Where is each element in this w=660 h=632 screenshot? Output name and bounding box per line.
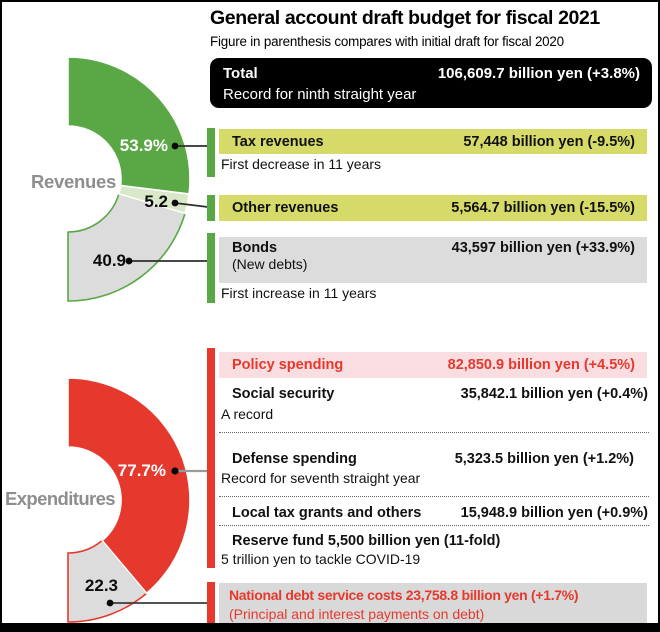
other-leader-line: [174, 202, 209, 208]
reserve-fund-note: 5 trillion yen to tackle COVID-19: [221, 551, 421, 567]
debt-row-note: (Principal and interest payments on debt…: [229, 606, 485, 622]
other-revenues-row: Other revenues 5,564.7 billion yen (-15.…: [219, 195, 647, 221]
local-tax-value: 15,948.9 billion yen (+0.9%): [460, 505, 648, 521]
divider-1: [219, 432, 649, 433]
bonds-pct-label: 40.9: [92, 251, 126, 270]
bottom-rule: [0, 623, 660, 632]
slice-tax-revenues: [67, 56, 191, 195]
slice-policy-spending: [67, 377, 191, 595]
tax-revenues-row: Tax revenues 57,448 billion yen (-9.5%): [219, 129, 647, 154]
tax-row-note: First decrease in 11 years: [221, 156, 382, 172]
other-row-bar: [207, 195, 215, 221]
other-leader-dot: [171, 199, 179, 207]
other-pct-label: 5.2: [144, 192, 168, 211]
social-security-row: Social security 35,842.1 billion yen (+0…: [219, 384, 648, 404]
reserve-fund-row: Reserve fund 5,500 billion yen (11-fold): [219, 531, 648, 551]
bonds-leader-dot: [125, 257, 133, 265]
defense-row-note: Record for seventh straight year: [221, 470, 421, 486]
divider-2: [219, 496, 649, 497]
debt-leader-dot: [106, 599, 114, 607]
divider-3: [219, 525, 649, 526]
expenditures-label: Expenditures: [5, 488, 116, 509]
social-row-note: A record: [221, 406, 274, 422]
tax-leader-dot: [171, 142, 179, 150]
policy-pct-label: 77.7%: [117, 461, 166, 480]
tax-row-bar: [207, 128, 215, 177]
local-tax-label: Local tax grants and others: [232, 505, 422, 521]
total-note: Record for ninth straight year: [223, 86, 417, 103]
policy-row-bar: [207, 348, 215, 568]
total-box: Total 106,609.7 billion yen (+3.8%) Reco…: [210, 58, 652, 108]
expenditures-donut-chart: [67, 377, 191, 623]
slice-bonds-new-debts-: [67, 192, 187, 302]
leader-lines: [106, 142, 209, 607]
national-debt-row: National debt service costs 23,758.8 bil…: [219, 583, 647, 625]
debt-pct-label: 22.3: [84, 576, 118, 595]
policy-leader-dot: [171, 467, 179, 475]
total-label: Total: [223, 65, 258, 82]
tax-row-value: 57,448 billion yen (-9.5%): [463, 133, 635, 150]
reserve-fund-label: Reserve fund 5,500 billion yen (11-fold): [232, 533, 501, 549]
other-row-label: Other revenues: [232, 200, 339, 216]
debt-row-label: National debt service costs 23,758.8 bil…: [229, 587, 579, 603]
local-tax-row: Local tax grants and others 15,948.9 bil…: [219, 503, 648, 523]
bonds-row-value: 43,597 billion yen (+33.9%): [451, 240, 635, 256]
tax-row-label: Tax revenues: [232, 133, 324, 150]
total-value: 106,609.7 billion yen (+3.8%): [437, 65, 640, 82]
policy-row-label: Policy spending: [232, 357, 344, 373]
defense-row-value: 5,323.5 billion yen (+1.2%): [454, 451, 634, 467]
bonds-row-note: First increase in 11 years: [221, 285, 377, 301]
page-title: General account draft budget for fiscal …: [210, 7, 600, 29]
debt-row-bar: [207, 582, 215, 625]
social-row-value: 35,842.1 billion yen (+0.4%): [460, 386, 648, 402]
social-row-label: Social security: [232, 386, 335, 402]
page-subtitle: Figure in parenthesis compares with init…: [210, 34, 564, 49]
revenues-label: Revenues: [31, 171, 117, 192]
defense-spending-row: Defense spending 5,323.5 billion yen (+1…: [219, 449, 648, 469]
slice-national-debt-service-costs: [67, 539, 148, 623]
bonds-row: Bonds (New debts) 43,597 billion yen (+3…: [219, 237, 647, 283]
policy-row-value: 82,850.9 billion yen (+4.5%): [447, 357, 635, 373]
policy-spending-row: Policy spending 82,850.9 billion yen (+4…: [219, 352, 647, 378]
defense-row-label: Defense spending: [232, 451, 357, 467]
bonds-row-bar: [207, 233, 215, 303]
bonds-row-sublabel: (New debts): [232, 256, 308, 272]
tax-pct-label: 53.9%: [119, 136, 168, 155]
bonds-row-label: Bonds: [232, 240, 278, 256]
other-row-value: 5,564.7 billion yen (-15.5%): [451, 200, 635, 216]
revenues-donut-chart: [67, 56, 191, 302]
